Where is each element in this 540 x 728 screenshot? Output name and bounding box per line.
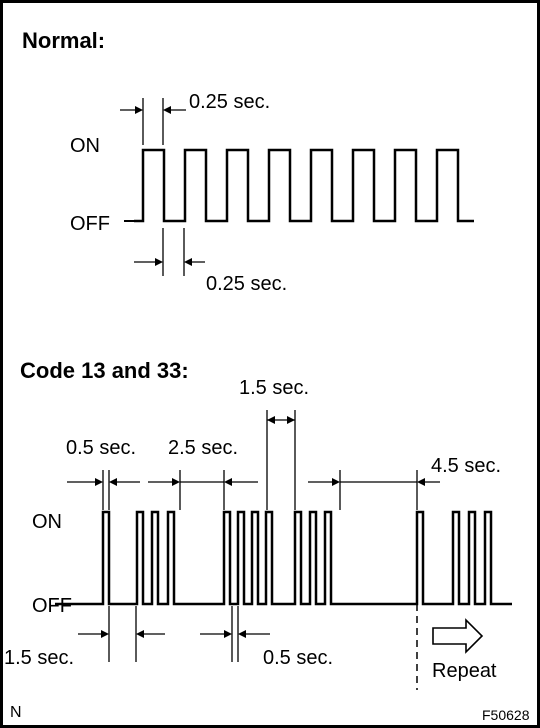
code-on-label: ON [32,511,62,533]
code-off-label: OFF [32,595,72,617]
normal-heading: Normal: [22,28,105,53]
code-digit-right-head [287,416,295,424]
normal-bottom-dim-left-head [155,258,163,266]
repeat-label: Repeat [432,660,497,682]
normal-bottom-dim-right-head [184,258,192,266]
code-pulse-width-label: 0.5 sec. [66,437,136,459]
code-digit-gap-label: 1.5 sec. [239,377,309,399]
code-heading: Code 13 and 33: [20,358,189,383]
normal-top-dim-left-head [135,106,143,114]
code-digit-left-head [267,416,275,424]
code-code-gap-label: 2.5 sec. [168,437,238,459]
normal-pulse-train [134,148,474,223]
code-gap-left-head [172,478,180,486]
repeat-arrow-icon [432,618,484,654]
normal-top-dim-right-head [163,106,171,114]
code-pause-left-head [101,630,109,638]
code-pw-left-head [95,478,103,486]
code-pulse-train [55,510,512,606]
footer-mark: N [10,704,22,721]
code-repeat-left-head [332,478,340,486]
code-off-right-head [238,630,246,638]
code-repeat-right-head [417,478,425,486]
code-pw-right-head [109,478,117,486]
code-repeat-gap-label: 4.5 sec. [431,455,501,477]
code-off-left-head [224,630,232,638]
code-gap-right-head [224,478,232,486]
figure-id: F50628 [482,707,530,723]
normal-on-label: ON [70,135,100,157]
code-pause-right-head [136,630,144,638]
normal-off-time-label: 0.25 sec. [206,273,287,295]
normal-on-time-label: 0.25 sec. [189,91,270,113]
code-pulse-off-label: 0.5 sec. [263,647,333,669]
code-first-pause-label: 1.5 sec. [4,647,74,669]
normal-off-label: OFF [70,213,110,235]
